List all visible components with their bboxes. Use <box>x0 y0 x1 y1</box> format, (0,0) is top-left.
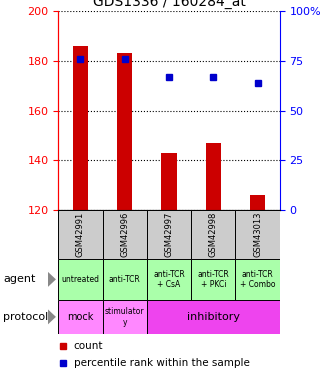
Bar <box>147 300 280 334</box>
Text: GSM42991: GSM42991 <box>76 212 85 257</box>
Bar <box>250 195 265 210</box>
Text: inhibitory: inhibitory <box>187 312 240 322</box>
Bar <box>103 259 147 300</box>
Text: untreated: untreated <box>61 275 100 284</box>
Bar <box>103 300 147 334</box>
Bar <box>235 259 280 300</box>
Title: GDS1336 / 160284_at: GDS1336 / 160284_at <box>93 0 245 9</box>
Bar <box>73 46 88 210</box>
Text: anti-TCR
+ Combo: anti-TCR + Combo <box>240 270 275 289</box>
Bar <box>103 210 147 259</box>
Bar <box>205 143 221 210</box>
Text: anti-TCR: anti-TCR <box>109 275 141 284</box>
Bar <box>58 210 103 259</box>
Bar <box>191 259 235 300</box>
Bar <box>147 259 191 300</box>
Text: anti-TCR
+ CsA: anti-TCR + CsA <box>153 270 185 289</box>
Text: agent: agent <box>3 274 36 284</box>
Polygon shape <box>48 309 56 324</box>
Text: GSM43013: GSM43013 <box>253 211 262 257</box>
Bar <box>191 210 235 259</box>
Text: protocol: protocol <box>3 312 49 322</box>
Text: GSM42996: GSM42996 <box>120 211 129 257</box>
Bar <box>117 54 133 210</box>
Text: GSM42997: GSM42997 <box>165 211 173 257</box>
Text: count: count <box>74 341 103 351</box>
Text: mock: mock <box>67 312 94 322</box>
Text: stimulator
y: stimulator y <box>105 307 145 327</box>
Bar <box>235 210 280 259</box>
Polygon shape <box>48 272 56 287</box>
Text: anti-TCR
+ PKCi: anti-TCR + PKCi <box>197 270 229 289</box>
Bar <box>147 210 191 259</box>
Bar <box>58 259 103 300</box>
Text: percentile rank within the sample: percentile rank within the sample <box>74 358 250 368</box>
Bar <box>161 153 177 210</box>
Bar <box>58 300 103 334</box>
Text: GSM42998: GSM42998 <box>209 211 218 257</box>
